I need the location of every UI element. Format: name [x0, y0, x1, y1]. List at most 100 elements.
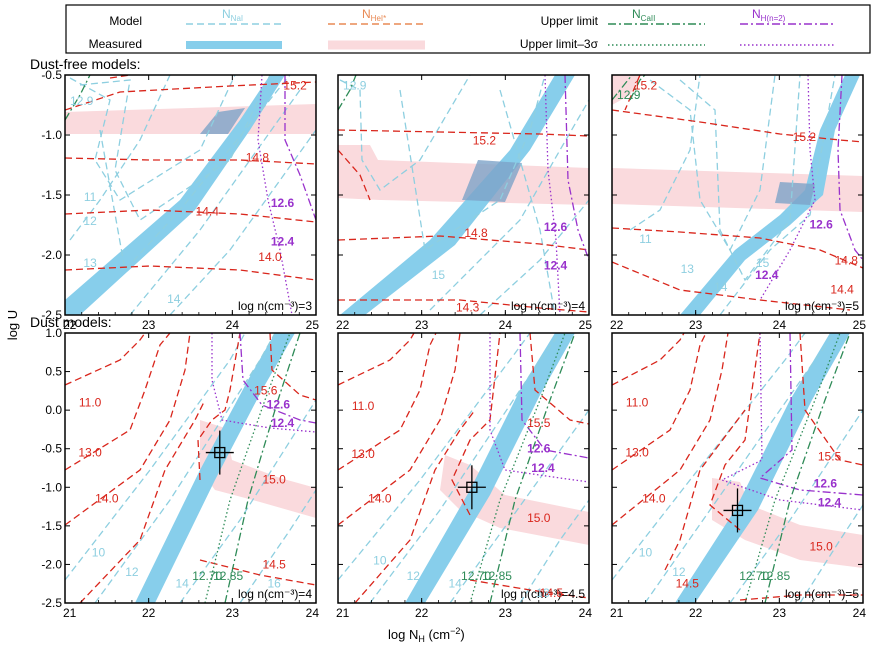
y-tick-label: 1.0 — [45, 326, 62, 340]
x-tick-label: 23 — [499, 606, 513, 620]
contour-label-hei: 14.5 — [540, 586, 564, 600]
contour-label-hei: 13.0 — [78, 445, 102, 459]
contour-label-hei: 13.0 — [351, 447, 375, 461]
contour-label-nai: 10 — [373, 553, 387, 567]
panel-2 — [337, 74, 590, 316]
panel-6 — [611, 332, 864, 604]
panel-5 — [337, 332, 590, 604]
x-tick-label: 24 — [773, 318, 787, 332]
y-tick-label: 0.5 — [45, 365, 62, 379]
y-tick-label: -1.0 — [41, 480, 62, 494]
x-axis-label: log NH (cm−2) — [388, 626, 465, 644]
legend: Model Measured NNaI NHeI* Upper limit Up… — [65, 4, 871, 54]
legend-nai-title: NNaI — [222, 7, 243, 23]
contour-label-nai: 14 — [167, 292, 181, 306]
measured-point — [466, 481, 478, 493]
contour-label-nai: 15 — [756, 256, 770, 270]
contour-label-nai: 12 — [672, 565, 686, 579]
x-tick-label: 22 — [63, 318, 77, 332]
contour-label-nai: 13 — [536, 586, 550, 600]
legend-caii-title: NCaII — [632, 7, 655, 23]
section-title-bottom: Dust models: — [30, 314, 112, 330]
contour-label-nai: 12 — [83, 214, 97, 228]
density-label: log n(cm⁻³)=5 — [785, 587, 859, 601]
contour-label-hn2: 12.6 — [527, 442, 551, 456]
contour-label-caii: 12.85 — [213, 569, 243, 583]
contour-label-nai: 15 — [432, 268, 446, 282]
contour-label-hei: 15.0 — [527, 511, 551, 525]
contour-label-nai: 14 — [714, 280, 728, 294]
contour-label-hn2: 12.6 — [814, 476, 838, 490]
contour-label-hei: 11.0 — [626, 395, 649, 409]
x-tick-label: 22 — [689, 606, 703, 620]
measured-point — [731, 504, 744, 517]
contour-label-hei: 15.2 — [793, 130, 817, 144]
legend-model-label: Model — [109, 14, 142, 28]
contour-label-hei: 14.4 — [196, 204, 220, 218]
x-tick-label: 25 — [306, 318, 320, 332]
x-tick-label: 24 — [226, 318, 240, 332]
contour-label-hei: 14.5 — [262, 557, 286, 571]
contour-label-nai: 13 — [681, 262, 695, 276]
contour-label-nai: 11 — [639, 232, 652, 246]
contour-label-hei: 14.0 — [95, 492, 119, 506]
contour-label-caii: 12.70 — [192, 569, 222, 583]
contour-label-hei: 14.0 — [258, 250, 282, 264]
contour-label-hei: 15.2 — [634, 78, 658, 92]
contour-label-hei: 14.0 — [642, 492, 666, 506]
contour-label-nai: 14 — [448, 577, 462, 591]
x-tick-label: 23 — [226, 606, 240, 620]
contour-label-nai: 14 — [175, 577, 189, 591]
contour-label-hei: 14.8 — [246, 150, 270, 164]
y-tick-label: -1.5 — [41, 519, 62, 533]
contour-label-caii: 12.9 — [617, 88, 641, 102]
x-tick-label: 23 — [415, 318, 429, 332]
contour-label-nai: 12 — [407, 569, 421, 583]
measured-point — [214, 446, 226, 459]
contour-label-nai: 16 — [267, 577, 281, 591]
legend-upper3-label: Upper limit–3σ — [520, 37, 599, 51]
x-tick-label: 23 — [773, 606, 787, 620]
contour-label-nai: 12.9 — [343, 78, 367, 92]
contour-label-hei: 15.0 — [262, 472, 286, 486]
contour-label-hn2: 12.4 — [531, 461, 555, 475]
y-tick-label: -2.5 — [41, 596, 62, 610]
x-tick-label: 22 — [142, 606, 156, 620]
contour-label-nai: 12.9 — [70, 94, 94, 108]
contour-label-hn2: 12.4 — [271, 234, 295, 248]
legend-upper-label: Upper limit — [541, 14, 599, 28]
x-tick-label: 22 — [610, 318, 624, 332]
contour-label-hei: 15.0 — [809, 540, 833, 554]
contour-label-caii: 12.85 — [482, 569, 512, 583]
contour-label-hei: 14.5 — [676, 577, 700, 591]
density-label: log n(cm⁻³)=3 — [238, 299, 312, 313]
x-tick-label: 25 — [853, 318, 867, 332]
overlap-band — [200, 108, 245, 134]
contour-label-hei: 14.4 — [830, 282, 854, 296]
y-tick-label: -1.0 — [41, 128, 62, 142]
density-label: log n(cm⁻³)=4 — [511, 299, 585, 313]
x-tick-label: 24 — [499, 318, 513, 332]
contour-label-nai: 10 — [92, 546, 106, 560]
contour-label-nai: 13 — [83, 256, 97, 270]
legend-measured-label: Measured — [89, 37, 142, 51]
contour-label-hei: 15.6 — [254, 384, 278, 398]
contour-label-hei: 13.0 — [625, 445, 649, 459]
contour-label-hei: 14.8 — [464, 226, 488, 240]
x-tick-label: 21 — [63, 606, 77, 620]
contour-label-nai: 10 — [639, 546, 653, 560]
x-tick-label: 24 — [579, 606, 593, 620]
contour-label-hei: 11.0 — [79, 395, 102, 409]
y-tick-label: -0.5 — [41, 442, 62, 456]
contour-label-hei: 15.2 — [473, 134, 497, 148]
hei-band — [65, 104, 316, 134]
x-tick-label: 22 — [415, 606, 429, 620]
x-tick-label: 21 — [610, 606, 624, 620]
y-tick-label: 0.0 — [45, 403, 62, 417]
x-tick-label: 24 — [306, 606, 320, 620]
x-tick-label: 23 — [142, 318, 156, 332]
contour-label-nai: 12 — [125, 565, 139, 579]
contour-label-hei: 11.0 — [352, 399, 375, 413]
contour-label-caii: 12.85 — [760, 569, 790, 583]
